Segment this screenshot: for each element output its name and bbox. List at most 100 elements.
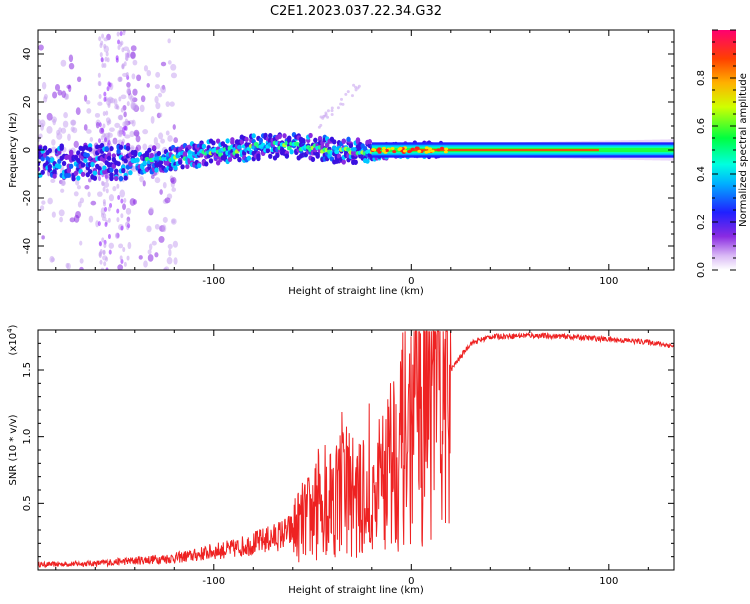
spectrogram-band-cell [201,143,207,149]
spectrogram-band-cell [68,149,74,156]
spectrogram-noise-speck [160,85,167,94]
spectrogram-band-cell [52,173,57,179]
spectrogram-noise-speck [65,93,70,100]
spectrogram-band-cell [227,156,233,163]
spectrogram-streak-speck [100,57,104,63]
colorbar-tick-label: 0.0 [696,262,707,278]
spectrogram-noise-speck [38,44,44,51]
spectrogram-noise-speck [170,63,177,71]
spectrogram-streak-speck [117,44,121,50]
spectrogram-peak-cell [381,149,386,153]
spectrogram-noise-speck [155,102,161,110]
spectrogram-streak-speck [108,249,112,255]
spectrogram-noise-speck [139,175,144,183]
spectrogram-noise-speck [138,255,143,260]
spectrogram-noise-speck [170,177,175,183]
spectrogram-band-cell [277,133,282,139]
spectrogram-streak-speck [121,126,125,132]
spectrogram-noise-speck [130,51,136,59]
spectrogram-streak-speck [121,63,125,69]
snr-scale-exp: 4 [6,328,14,333]
spectrogram-band-cell [258,137,263,143]
spectrogram-band-cell [246,155,252,161]
spectrogram-band-cell [132,151,138,158]
spectrogram-band-cell [40,169,45,175]
spectrogram-streak-speck [120,198,124,204]
spectrogram-streak-speck [120,213,124,219]
spectrogram-noise-speck [88,215,94,223]
spectrogram-wisp-speck [350,94,354,98]
spectrogram-noise-speck [89,137,94,142]
spectrogram-streak-speck [102,111,106,117]
spectrogram-streak-speck [127,53,131,59]
spectrogram-noise-speck [51,139,56,146]
spectrogram-band-cell [149,152,154,158]
spectrogram-noise-speck [76,185,82,190]
spectrogram-noise-speck [79,266,84,270]
spectrogram-noise-speck [130,95,135,103]
spectrogram-peak-cell [376,148,381,152]
spectrogram-band-cell [38,166,41,172]
spectrogram-noise-speck [158,235,165,243]
spectrogram-wisp-speck [344,92,348,96]
spectrogram-noise-speck [143,260,148,268]
spectrogram-band-cell [346,136,351,142]
spectrogram-band-cell [239,139,245,145]
spectrogram-streak-speck [99,43,103,49]
spectrogram-band-cell [185,163,190,170]
spectrogram-streak-speck [104,206,108,212]
spectrogram-streak-speck [118,131,122,137]
spectrogram-streak-speck [122,131,126,137]
spectrogram-streak-speck [126,219,130,225]
spectrogram-noise-speck [60,127,67,134]
spectrogram-band-cell [80,171,86,177]
spectrogram-wisp-speck [330,106,334,110]
spectrogram-noise-speck [94,112,101,118]
spectrogram-band-cell [178,159,183,165]
spectrogram-band-cell [355,137,361,143]
spectrogram-band-cell [116,148,121,154]
spectrogram-noise-speck [150,116,155,124]
spectrogram-streak-speck [107,206,111,212]
spectrogram-noise-speck [170,218,177,225]
spectrogram-noise-speck [139,104,145,113]
spectrogram-wisp-speck [326,109,330,113]
colorbar-tick-label: 0.6 [696,118,707,134]
spectrogram-band-cell [268,153,273,159]
spectrogram-streak-speck [105,51,109,57]
spectrogram-noise-speck [127,241,132,250]
spectrogram-ridge-cell [237,144,242,150]
spectrogram-noise-speck [97,191,103,197]
spectrogram-band-cell [114,168,119,174]
spectrogram-noise-speck [130,145,135,150]
spectrogram-band-cell [234,153,240,159]
spectrogram-noise-speck [169,101,175,107]
spectrogram-noise-speck [52,118,56,126]
spectrogram-band-cell [118,144,124,150]
spectrogram-band-cell [97,165,102,172]
x-tick-label: -100 [202,576,225,587]
spectrogram-noise-speck [126,82,131,88]
spectrogram-noise-speck [154,177,161,184]
spectrogram-band-cell [125,145,131,151]
spectrogram-band-cell [57,163,62,169]
y-tick-label: 1.5 [22,362,33,378]
spectrogram-noise-speck [41,81,47,90]
spectrogram-noise-speck [125,207,132,215]
spectrogram-peak-cell [402,149,407,153]
spectrogram-noise-speck [90,200,97,206]
colorbar-gradient [712,30,736,270]
spectrogram-noise-speck [167,243,173,249]
spectrogram-band-cell [66,168,72,174]
spectrogram-noise-speck [41,200,46,205]
spectrogram-streak-speck [103,96,107,102]
spectrogram-band-cell [87,143,93,149]
spectrogram-streak-speck [101,237,105,243]
spectrogram-noise-speck [164,266,170,270]
spectrogram-band-cell [225,138,230,144]
spectrogram-band-cell [92,175,98,181]
spectrogram-streak-speck [124,120,128,126]
spectrogram-peak-cell [427,147,432,151]
spectrogram-band-cell [180,164,185,170]
spectrogram-noise-speck [136,74,142,82]
